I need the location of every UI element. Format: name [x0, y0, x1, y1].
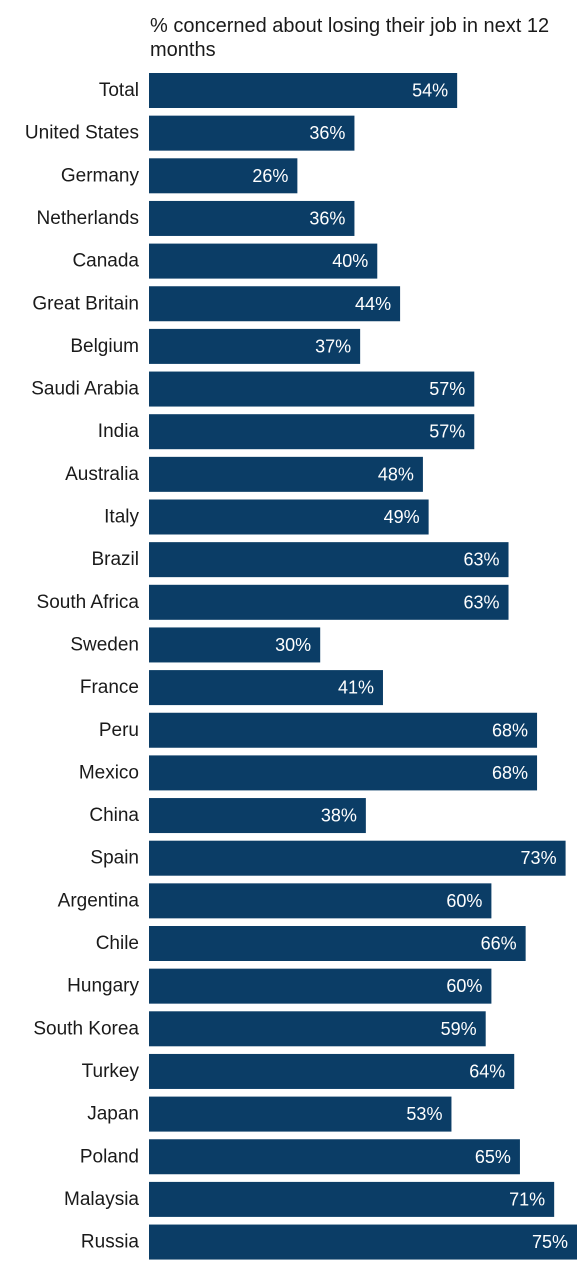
bar: [149, 200, 355, 236]
bar: [149, 1096, 452, 1132]
value-label: 57%: [429, 422, 465, 442]
value-label: 36%: [309, 208, 345, 228]
value-label: 57%: [429, 379, 465, 399]
value-label: 75%: [532, 1232, 568, 1252]
value-label: 36%: [309, 123, 345, 143]
bar: [149, 968, 492, 1004]
value-label: 63%: [463, 550, 499, 570]
category-label: Peru: [99, 720, 139, 741]
bar: [149, 755, 538, 791]
value-label: 48%: [378, 464, 414, 484]
category-label: Turkey: [82, 1061, 140, 1082]
category-label: United States: [25, 123, 139, 144]
bar: [149, 286, 401, 322]
bar: [149, 1181, 555, 1217]
value-label: 68%: [492, 720, 528, 740]
value-labels: 54% 36% 26% 36% 40% 44% 37% 57% 57% 48% 49% 63% 63% 3…: [252, 81, 568, 1253]
category-label: Chile: [96, 933, 139, 954]
category-label: Mexico: [79, 762, 139, 783]
bar: [149, 840, 566, 876]
category-label: China: [89, 805, 139, 826]
bars-layer: [149, 73, 577, 1260]
value-label: 37%: [315, 336, 351, 356]
category-label: Netherlands: [37, 208, 139, 229]
value-label: 41%: [338, 678, 374, 698]
value-label: 54%: [412, 81, 448, 101]
bar: [149, 158, 298, 194]
category-label: Hungary: [67, 976, 139, 997]
category-label: Brazil: [91, 549, 139, 570]
category-label: Australia: [65, 464, 139, 485]
bar: [149, 73, 458, 108]
category-label: Argentina: [58, 890, 140, 911]
bar: [149, 712, 538, 748]
bar: [149, 371, 475, 407]
value-label: 44%: [355, 294, 391, 314]
bar: [149, 542, 509, 578]
bar: [149, 883, 492, 919]
value-label: 66%: [481, 934, 517, 954]
value-label: 49%: [384, 507, 420, 527]
bar: [149, 456, 423, 492]
value-label: 65%: [475, 1147, 511, 1167]
value-label: 60%: [446, 891, 482, 911]
category-label: Japan: [87, 1104, 139, 1125]
category-label: Total: [99, 80, 139, 101]
bar: [149, 1053, 515, 1089]
value-label: 59%: [441, 1019, 477, 1039]
bar: [149, 798, 366, 834]
bar: [149, 499, 429, 535]
bar: [149, 926, 526, 961]
category-label: Belgium: [70, 336, 139, 357]
value-label: 53%: [406, 1104, 442, 1124]
category-label: Italy: [104, 507, 139, 528]
category-label: Sweden: [70, 634, 139, 655]
value-label: 68%: [492, 763, 528, 783]
category-label: South Africa: [37, 592, 140, 613]
bar: [149, 1011, 486, 1047]
bar: [149, 670, 383, 706]
category-label: Spain: [90, 848, 139, 869]
chart-title: % concerned about losing their job in ne…: [150, 15, 550, 61]
category-label: Saudi Arabia: [31, 379, 139, 400]
bar: [149, 584, 509, 620]
category-label: Poland: [80, 1146, 139, 1167]
bar: [149, 414, 475, 450]
bar: [149, 328, 361, 364]
value-label: 64%: [469, 1061, 505, 1081]
category-label: Germany: [61, 165, 140, 186]
bar: [149, 243, 378, 279]
category-label: Canada: [72, 251, 139, 272]
bar: [149, 1139, 520, 1175]
category-label: India: [98, 421, 140, 442]
category-labels: Total United States Germany Netherlands Cana…: [25, 80, 140, 1253]
category-label: France: [80, 677, 139, 698]
value-label: 26%: [252, 166, 288, 186]
value-label: 38%: [321, 806, 357, 826]
category-label: Great Britain: [32, 293, 139, 314]
value-label: 30%: [275, 635, 311, 655]
value-label: 40%: [332, 251, 368, 271]
category-label: South Korea: [33, 1018, 139, 1039]
value-label: 60%: [446, 976, 482, 996]
bar: [149, 115, 355, 151]
value-label: 73%: [521, 848, 557, 868]
category-label: Russia: [81, 1232, 140, 1253]
bar: [149, 627, 321, 663]
value-label: 63%: [463, 592, 499, 612]
value-label: 71%: [509, 1189, 545, 1209]
category-label: Malaysia: [64, 1189, 139, 1210]
bar: [149, 1224, 577, 1260]
